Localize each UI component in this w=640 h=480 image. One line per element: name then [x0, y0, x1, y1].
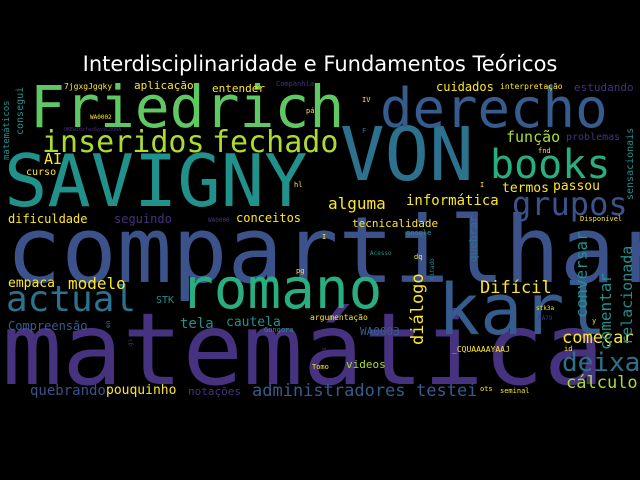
word-romano: romano	[180, 257, 383, 322]
word-cuidados: cuidados	[436, 80, 494, 94]
word-pg: pg	[296, 267, 305, 275]
word-hl: hl	[294, 181, 303, 189]
word-google: google	[406, 229, 432, 237]
word-tomo: Tomo	[312, 363, 329, 371]
word-termos: termos	[502, 181, 549, 196]
word-comecar: começar	[562, 328, 634, 348]
word-stk: STK	[156, 295, 175, 306]
word-en: en	[105, 320, 112, 328]
word-fechado: fechado	[212, 125, 339, 160]
word-tela: tela	[180, 316, 214, 332]
word-i-2: I	[480, 181, 485, 189]
word-entender: entender	[212, 82, 265, 95]
word-alguma: alguma	[328, 194, 386, 213]
cloud-title: Interdisciplinaridade e Fundamentos Teór…	[82, 52, 558, 76]
word-inseridos: inseridos	[42, 125, 205, 160]
word-code: 7jgxgJgqky	[64, 82, 113, 91]
word-stk3a: stk3a	[536, 305, 555, 312]
word-informatica: informática	[406, 193, 499, 209]
word-empaca: empaca	[8, 276, 55, 291]
word-compartilhar: compartilhar	[6, 197, 640, 304]
word-iv: IV	[362, 96, 371, 104]
word-disponivel: Disponível	[580, 215, 623, 223]
word-cautela: cautela	[226, 315, 281, 330]
word-cquaaa: _CQUAAAAYAAJ	[452, 345, 510, 354]
word-sis: sis	[321, 347, 328, 358]
word-id: id	[564, 345, 573, 353]
word-savigny: SAVIGNY	[4, 139, 308, 223]
word-fnd: fnd	[538, 147, 551, 155]
word-interpretacao: interpretação	[500, 82, 563, 91]
word-ots: ots	[480, 385, 493, 393]
word-wa0002: WA0002	[90, 114, 112, 121]
word-derecho: derecho	[380, 77, 608, 140]
word-acesso: Acesso	[370, 250, 392, 257]
word-f-1: F	[362, 127, 367, 135]
word-citado: citado	[429, 258, 436, 280]
word-friedrich: Friedrich	[30, 73, 345, 141]
word-matematicos: matemáticos	[2, 100, 12, 160]
word-compreensao: Compreensão	[8, 319, 88, 333]
word-calculo: cálculo	[566, 373, 638, 393]
word-seguindo: seguindo	[114, 212, 172, 226]
word-dificil: Difícil	[480, 278, 552, 298]
word-curso: curso	[26, 167, 57, 178]
word-problemas: problemas	[566, 132, 621, 143]
word-quebrar: quebrar	[467, 215, 480, 262]
word-deixa: deixa	[562, 348, 640, 378]
word-videos: videos	[346, 358, 386, 371]
word-consegui: consegui	[15, 86, 26, 135]
word-i-1: I	[322, 233, 327, 241]
word-dificuldade: dificuldade	[8, 212, 88, 226]
word-conversar: conversar	[572, 231, 591, 318]
word-companhia: Companhia	[276, 80, 314, 88]
word-relacionada: relacionada	[618, 245, 636, 345]
word-notacoes: notações	[188, 385, 241, 398]
word-testei: testei	[416, 381, 478, 401]
word-actual: actual	[6, 279, 137, 320]
word-y: y	[592, 317, 597, 325]
word-gs: gs	[127, 338, 134, 346]
word-dq: dq	[414, 253, 423, 261]
word-argumentacao: argumentação	[310, 313, 368, 322]
word-sensacionais: sensacionais	[625, 127, 636, 200]
word-seminal: seminal	[500, 387, 530, 395]
word-modelo: modelo	[68, 274, 126, 293]
word-grupos: grupos	[512, 185, 628, 223]
word-tecnicalidade: tecnicalidade	[352, 217, 439, 230]
word-comentar: comentar	[596, 272, 615, 350]
word-estudando: estudando	[574, 81, 634, 94]
word-administradores: administradores	[252, 381, 406, 401]
word-ai: AI	[44, 150, 63, 168]
word-dialogo: diálogo	[408, 273, 428, 345]
word-pouquinho: pouquinho	[106, 383, 177, 398]
word-pa79: PA79	[538, 315, 553, 322]
word-karl: karl	[438, 269, 607, 351]
word-quebrando: quebrando	[30, 383, 106, 399]
word-wa0003: WA0003	[360, 325, 400, 338]
word-hash: UKEwidzfwx6pvsLoQ8A	[64, 127, 122, 133]
word-conceitos: conceitos	[236, 211, 302, 225]
word-funcao: função	[506, 128, 561, 146]
word-pa: pá	[306, 107, 315, 115]
word-aplicacao: aplicação	[134, 79, 194, 92]
word-passou: passou	[553, 179, 600, 194]
word-gongora: Gongora	[264, 326, 294, 334]
word-matematica: matemática	[2, 291, 605, 408]
word-books: books	[490, 142, 611, 188]
word-von: VON	[340, 112, 474, 198]
word-wa0000: WA0000	[208, 217, 230, 224]
